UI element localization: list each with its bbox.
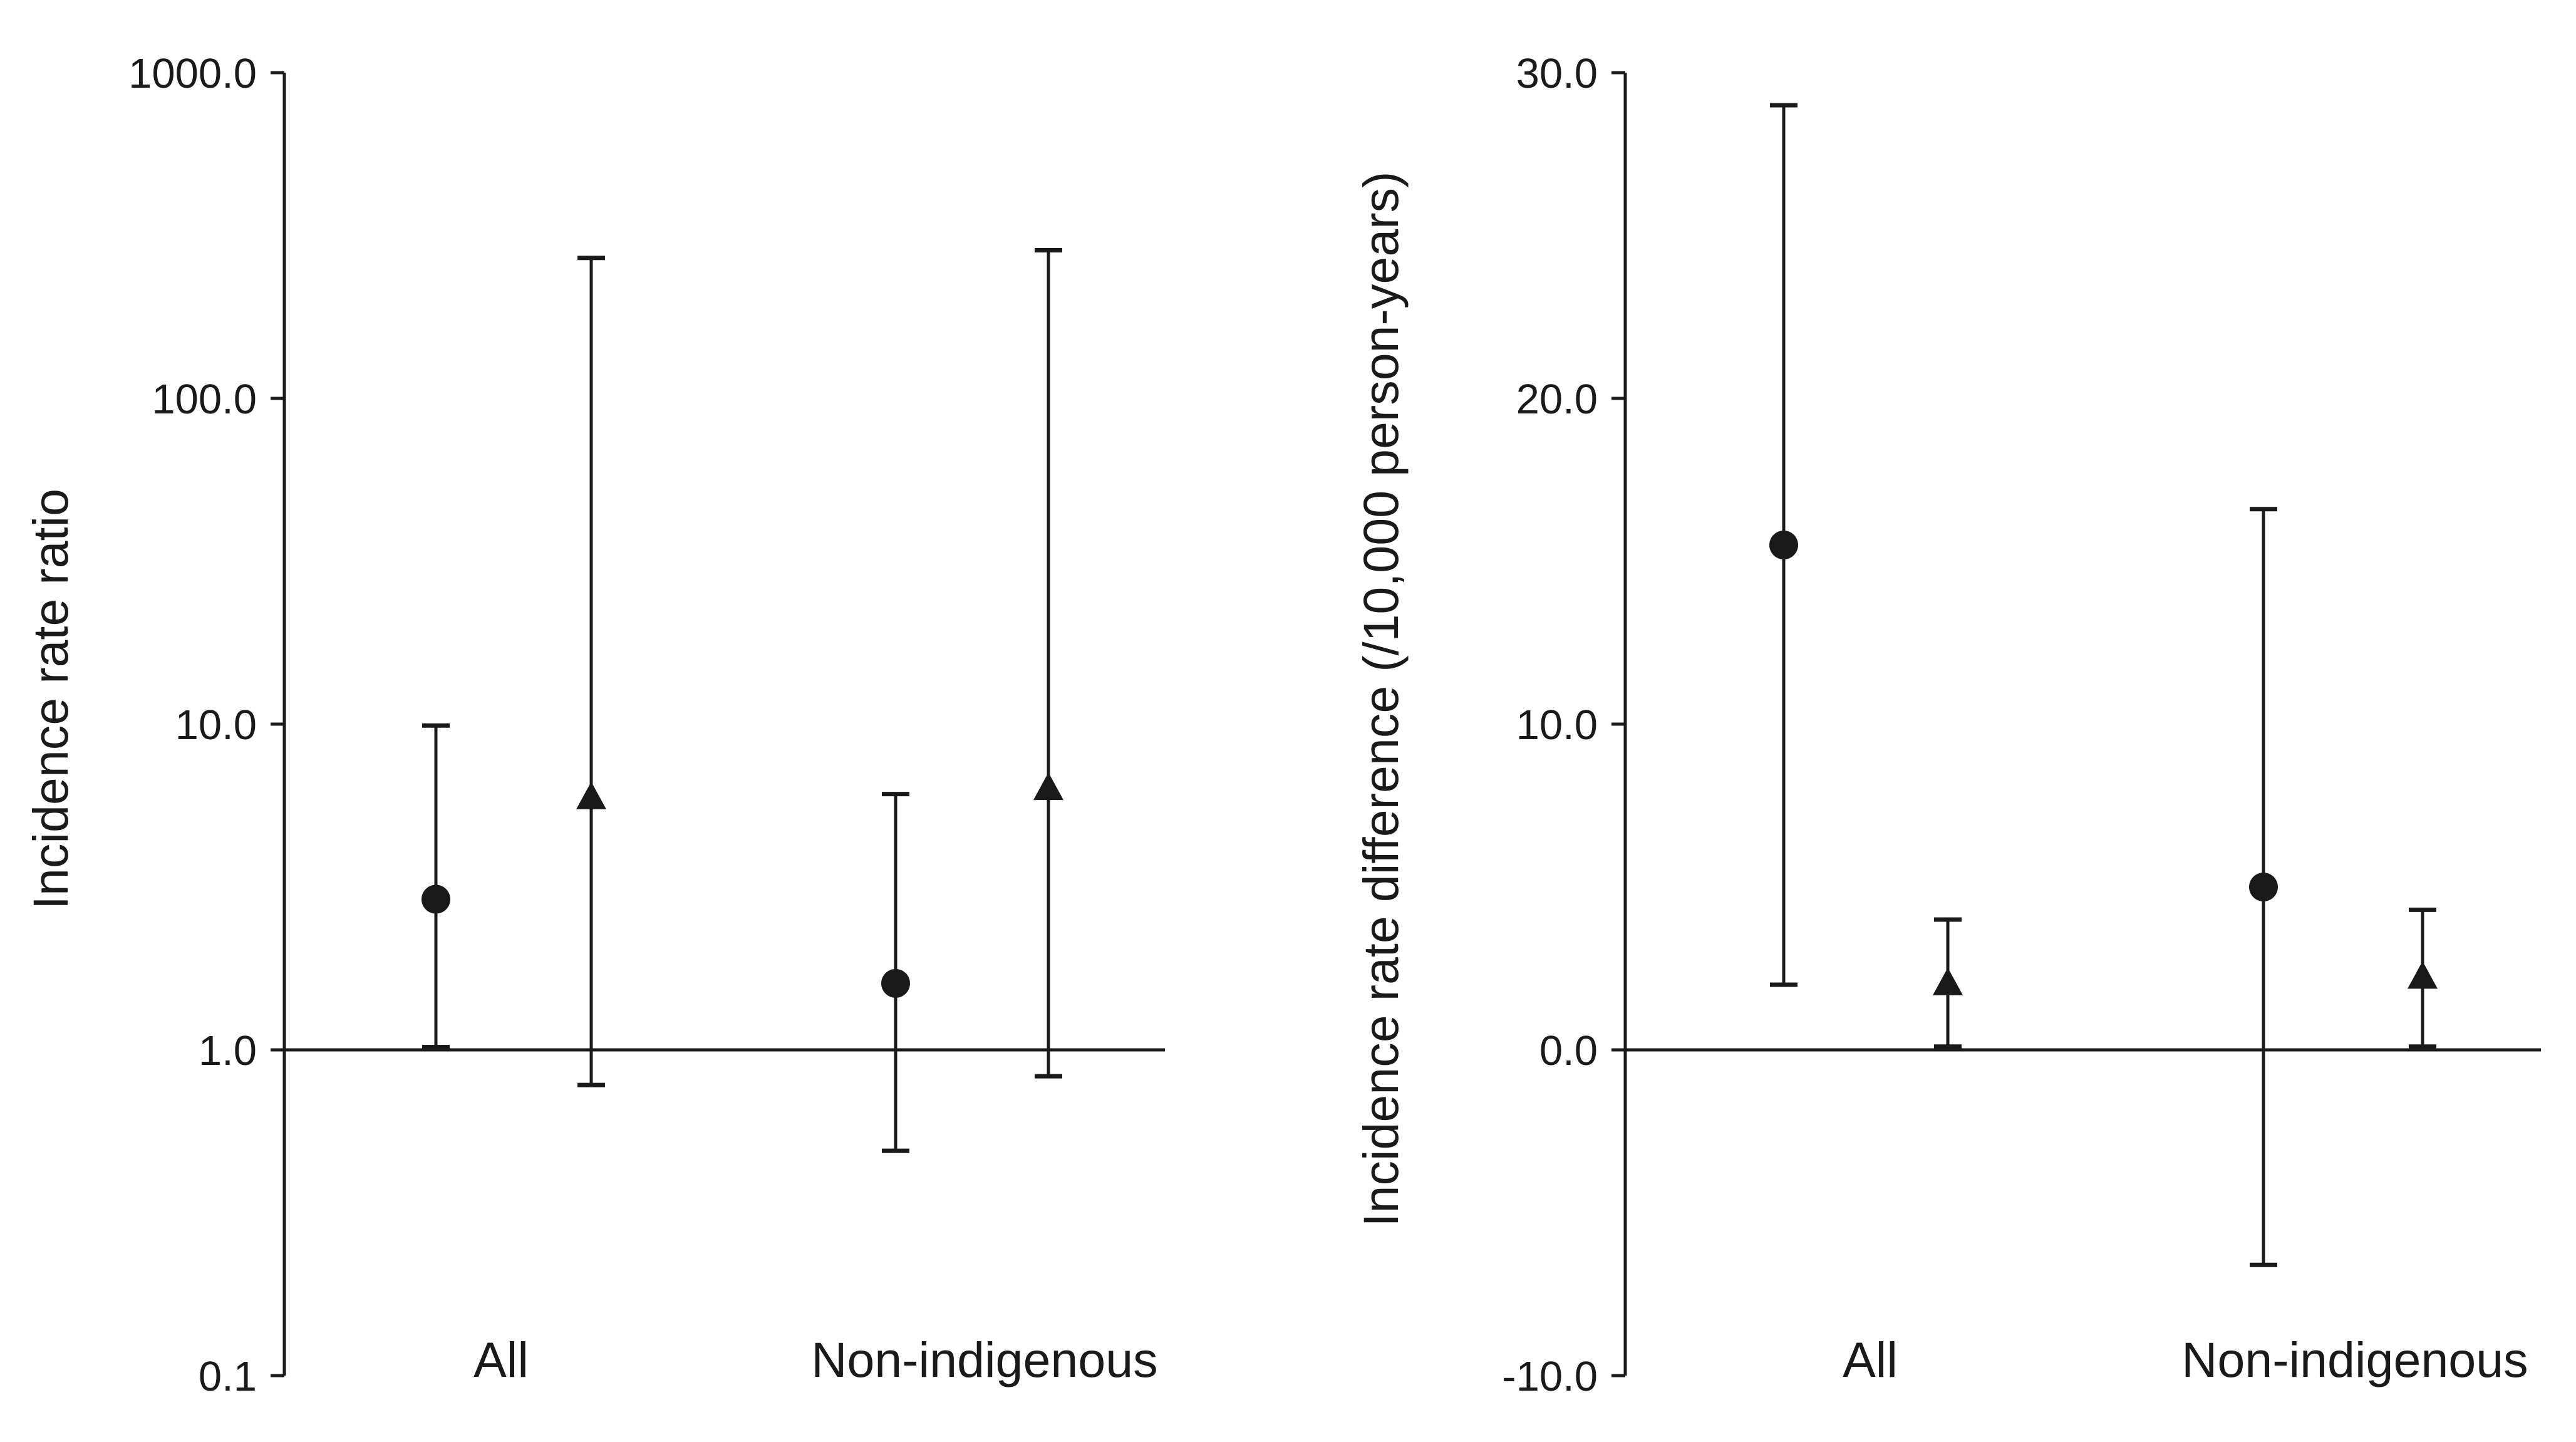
y-tick-label: 20.0: [1516, 376, 1598, 423]
circle-point: [1769, 531, 1798, 559]
y-tick-label: 0.1: [199, 1353, 257, 1400]
irr-panel: 0.1 1.0 10.0 100.0 1000.0 Incidence rate rati…: [23, 50, 1165, 1400]
ird-panel: -10.0 0.0 10.0 20.0 30.0 Incidence rate diffe…: [1353, 50, 2541, 1400]
triangle-point: [2408, 961, 2438, 989]
y-tick-label: 1000.0: [128, 50, 257, 97]
y-tick-label: 1.0: [199, 1027, 257, 1074]
circle-point: [2249, 873, 2278, 901]
circle-point: [881, 968, 910, 998]
y-tick-label: -10.0: [1502, 1353, 1598, 1400]
circle-point: [422, 884, 450, 914]
category-label: All: [1843, 1332, 1898, 1388]
y-tick-label: 30.0: [1516, 50, 1598, 97]
y-tick-label: 100.0: [152, 376, 257, 423]
triangle-point: [576, 781, 606, 809]
triangle-point: [1933, 967, 1963, 995]
y-tick-label: 10.0: [1516, 702, 1598, 749]
y-tick-label: 10.0: [175, 702, 257, 749]
category-label: All: [473, 1332, 529, 1388]
y-tick-label: 0.0: [1539, 1027, 1598, 1074]
category-label: Non-indigenous: [811, 1332, 1157, 1388]
y-axis-title: Incidence rate ratio: [23, 489, 78, 910]
category-label: Non-indigenous: [2181, 1332, 2528, 1388]
triangle-point: [1033, 772, 1063, 801]
y-axis-title: Incidence rate difference (/10,000 perso…: [1353, 172, 1409, 1227]
